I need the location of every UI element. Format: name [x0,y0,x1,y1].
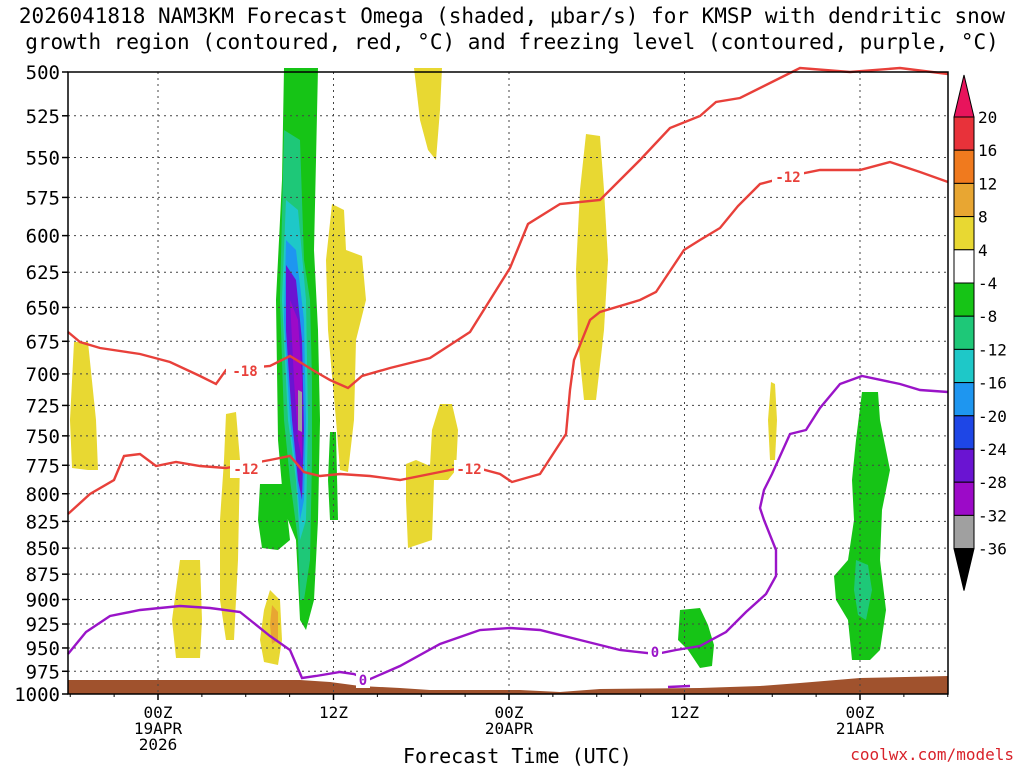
y-tick-label: 725 [26,395,60,417]
y-tick-label: 675 [26,331,60,353]
red-contour-lower [67,160,949,515]
colorbar-segment [953,348,975,384]
y-tick-label: 975 [26,661,60,683]
y-tick-label: 875 [26,564,60,586]
freezing-label-2: 0 [651,645,659,661]
omega-yellow-5 [414,68,442,160]
y-tick-label: 900 [26,589,60,611]
y-tick-label: 950 [26,638,60,660]
colorbar-label: 16 [978,141,997,160]
x-tick-label: 21APR [836,719,885,738]
colorbar-top-arrow [953,74,975,118]
vertical-gridlines [157,72,861,694]
y-tick-label: 800 [26,484,60,506]
colorbar-segment [953,448,975,483]
omega-yellow-8 [406,404,458,548]
x-tick-label: 2026 [139,735,178,754]
y-tick-label: 750 [26,426,60,448]
colorbar-label: -8 [978,307,997,326]
colorbar-segment [953,216,975,251]
omega-yellow-1 [70,342,98,470]
dgz-label-3: -12 [456,462,481,478]
colorbar-segment [953,249,975,284]
purple-contour-main [67,374,949,682]
credit-text: coolwx.com/models [850,745,1014,764]
omega-green-right [834,392,890,660]
colorbar-label: 20 [978,108,997,127]
y-tick-label: 850 [26,538,60,560]
freezing-contours [67,374,949,689]
colorbar-label: -16 [978,374,1007,393]
y-tick-label: 550 [26,148,60,170]
dgz-label-1: -18 [232,364,257,380]
purple-contour-small [667,684,691,689]
colorbar-segment [953,481,975,516]
colorbar-label: 4 [978,241,988,260]
plot-frame [67,71,949,695]
x-tick-label: 12Z [670,703,699,722]
y-tick-label: 775 [26,455,60,477]
omega-gray-core [298,390,302,432]
y-tick-label: 575 [26,187,60,209]
colorbar-segment [953,116,975,151]
y-tick-label: 925 [26,614,60,636]
y-tick-label: 1000 [14,684,60,706]
chart-title-line-2: growth region (contoured, red, °C) and f… [25,30,999,54]
y-tick-label: 625 [26,262,60,284]
colorbar-segment [953,149,975,184]
x-tick-label: 00Z [495,703,524,722]
y-tick-label: 525 [26,106,60,128]
horizontal-gridlines [68,115,948,672]
omega-yellow-9 [768,382,777,460]
omega-yellow-3 [172,560,202,658]
colorbar-segment [953,514,975,550]
freezing-label-1: 0 [359,673,367,689]
omega-green-bottom [678,608,714,668]
omega-yellow-6 [326,204,366,472]
y-tick-label: 700 [26,364,60,386]
contour-labels: -18 -12 -12 -12 0 0 [226,168,804,689]
x-tick-label: 20APR [485,719,534,738]
colorbar-label: -32 [978,506,1007,525]
colorbar-label: -24 [978,440,1007,459]
omega-teal-right [854,560,872,620]
y-tick-label: 500 [26,62,60,84]
dgz-label-4: -12 [775,170,800,186]
chart-title-line-1: 2026041818 NAM3KM Forecast Omega (shaded… [18,4,1006,28]
colorbar-label: -4 [978,274,997,293]
x-tick-label: 00Z [144,703,173,722]
colorbar-label: -12 [978,340,1007,359]
y-tick-label: 825 [26,511,60,533]
colorbar: 20 16 12 8 4 -4 -8 -12 -16 -20 -24 -28 -32 -36 [953,74,1007,591]
omega-negative-shading [258,68,890,668]
dgz-contours [67,66,949,515]
y-axis: 500 525 550 575 600 625 650 675 700 725 750 775 800 8… [14,62,68,706]
x-axis-label: Forecast Time (UTC) [403,744,632,768]
x-tick-label: 19APR [134,719,183,738]
colorbar-label: -20 [978,407,1007,426]
colorbar-label: -36 [978,540,1007,559]
x-tick-label: 00Z [846,703,875,722]
colorbar-label: -28 [978,473,1007,492]
colorbar-segment [953,182,975,218]
colorbar-segment [953,315,975,350]
colorbar-segment [953,282,975,317]
ground-terrain [68,676,948,694]
colorbar-label: 12 [978,174,997,193]
y-tick-label: 600 [26,226,60,248]
x-tick-label: 12Z [319,703,348,722]
dgz-label-2: -12 [233,462,258,478]
y-tick-label: 650 [26,297,60,319]
red-contour-upper [67,66,949,390]
colorbar-segment [953,415,975,450]
colorbar-bottom-arrow [953,548,975,591]
colorbar-segment [953,382,975,417]
colorbar-label: 8 [978,208,988,227]
omega-green-mid [258,484,290,550]
